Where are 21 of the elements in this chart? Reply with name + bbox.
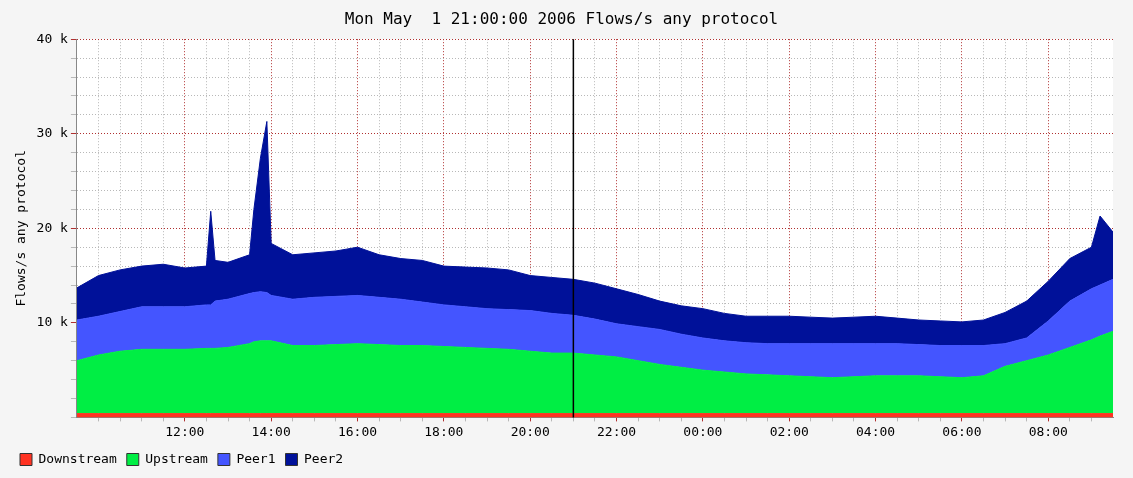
- x-tick-label: 00:00: [683, 423, 723, 439]
- x-tick-label: 22:00: [596, 423, 637, 439]
- x-tick-label: 18:00: [424, 423, 464, 439]
- x-tick-label: 06:00: [942, 423, 982, 439]
- chart-title: Mon May 1 21:00:00 2006 Flows/s any protocol: [344, 8, 779, 28]
- y-tick-label: 10 k: [36, 314, 69, 330]
- x-tick-label: 02:00: [769, 423, 809, 439]
- x-tick-label: 16:00: [337, 423, 378, 439]
- y-tick-label: 30 k: [36, 125, 69, 141]
- x-tick-label: 20:00: [510, 423, 550, 439]
- y-axis-title: Flows/s any protocol: [13, 150, 29, 307]
- y-tick-label: 40 k: [36, 30, 69, 46]
- x-tick-label: 08:00: [1028, 423, 1068, 439]
- legend-label: Downstream: [38, 450, 117, 466]
- x-tick-label: 04:00: [855, 423, 896, 439]
- legend-label: Peer1: [236, 450, 276, 466]
- y-tick-label: 20 k: [36, 219, 69, 235]
- legend-label: Upstream: [145, 450, 209, 466]
- x-tick-label: 12:00: [165, 423, 205, 439]
- x-tick-label: 14:00: [251, 423, 291, 439]
- legend-label: Peer2: [304, 450, 344, 466]
